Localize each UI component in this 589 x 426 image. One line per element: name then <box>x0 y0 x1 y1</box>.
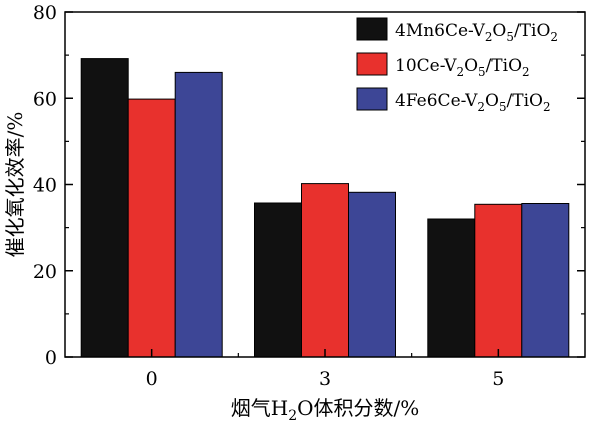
bar-3-5 <box>521 203 570 358</box>
bars-layer <box>80 58 570 358</box>
legend-label-2: 10Ce-V2O5/TiO2 <box>395 56 530 79</box>
y-tick-label: 40 <box>33 175 57 197</box>
axes-layer: 0 20 40 60 80 0 3 5 <box>33 2 586 390</box>
bar-1-3 <box>254 202 302 358</box>
bar-1-0 <box>80 58 129 358</box>
y-tick-label: 0 <box>45 347 57 369</box>
y-tick-label: 80 <box>33 2 57 24</box>
legend-swatch-3 <box>356 87 388 111</box>
bar-3-0 <box>174 71 223 358</box>
legend-label-1: 4Mn6Ce-V2O5/TiO2 <box>395 21 558 44</box>
legend-label-3: 4Fe6Ce-V2O5/TiO2 <box>395 91 551 114</box>
y-tick-label: 60 <box>33 88 57 110</box>
bar-2-0 <box>127 98 176 358</box>
legend-swatch-2 <box>356 52 388 76</box>
x-tick-label: 3 <box>319 368 331 390</box>
legend-swatch-1 <box>356 17 388 41</box>
bar-3-3 <box>348 191 396 358</box>
x-axis-title: 烟气H2O体积分数/% <box>231 396 420 424</box>
bar-2-5 <box>474 203 523 358</box>
bar-2-3 <box>301 183 349 358</box>
y-tick-label: 20 <box>33 261 57 283</box>
y-axis-title: 催化氧化效率/% <box>3 112 27 258</box>
x-tick-label: 5 <box>492 368 504 390</box>
bar-1-5 <box>427 218 476 358</box>
legend: 4Mn6Ce-V2O5/TiO2 10Ce-V2O5/TiO2 4Fe6Ce-V2O… <box>356 17 558 114</box>
x-tick-label: 0 <box>146 368 158 390</box>
